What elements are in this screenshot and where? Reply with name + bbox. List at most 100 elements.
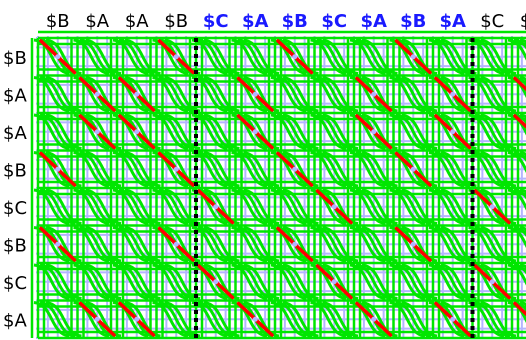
top-label: $A xyxy=(85,11,109,32)
green-curve xyxy=(355,263,392,300)
green-curve xyxy=(434,263,471,300)
red-diagonal-dot xyxy=(292,241,298,247)
green-curve xyxy=(316,113,353,150)
green-curve xyxy=(45,188,82,225)
green-curve xyxy=(203,263,240,300)
green-curve xyxy=(243,113,280,150)
green-curve xyxy=(270,263,307,300)
green-curve xyxy=(85,226,122,263)
green-curve xyxy=(468,263,505,300)
green-curve xyxy=(428,263,465,300)
green-curve xyxy=(158,76,195,113)
green-curve xyxy=(73,188,110,225)
green-curve xyxy=(237,263,274,300)
green-curve xyxy=(124,76,161,113)
green-curve xyxy=(118,263,155,300)
green-curve xyxy=(270,76,307,113)
green-curve xyxy=(355,38,392,75)
green-curve xyxy=(197,151,234,188)
green-curve xyxy=(434,151,471,188)
green-curve xyxy=(389,76,426,113)
green-curve xyxy=(276,188,313,225)
green-curve xyxy=(519,113,526,119)
green-curve xyxy=(322,113,359,150)
green-curve xyxy=(322,76,359,113)
green-curve xyxy=(124,38,161,75)
top-label: $C xyxy=(321,11,347,32)
green-curve xyxy=(243,188,280,225)
green-curve xyxy=(282,113,319,150)
green-curve xyxy=(45,38,82,75)
green-curve xyxy=(85,113,122,150)
green-curve xyxy=(480,151,517,188)
green-curve xyxy=(73,113,110,150)
green-curve xyxy=(310,263,347,300)
green-curve xyxy=(361,38,398,75)
green-curve xyxy=(73,301,110,338)
green-curve xyxy=(480,226,517,263)
green-curve xyxy=(191,226,228,263)
green-curve xyxy=(112,76,149,113)
green-curve xyxy=(519,38,526,44)
green-curve xyxy=(519,76,526,82)
red-diagonal-dot xyxy=(252,129,258,135)
green-curve xyxy=(316,301,353,338)
green-curve xyxy=(152,263,189,300)
green-curve xyxy=(33,188,70,225)
green-curve xyxy=(361,188,398,225)
green-curve xyxy=(79,263,116,300)
green-curve xyxy=(519,301,526,307)
top-label: $A xyxy=(361,11,388,32)
green-curve xyxy=(270,226,307,263)
green-curve xyxy=(45,263,82,300)
green-curve xyxy=(152,301,189,338)
green-curve xyxy=(389,226,426,263)
green-curve xyxy=(243,76,280,113)
green-curve xyxy=(243,226,280,263)
green-curve xyxy=(480,301,517,338)
red-diagonal-dot xyxy=(371,129,377,135)
green-curve xyxy=(468,226,505,263)
green-curve xyxy=(231,38,268,75)
green-curve xyxy=(231,263,268,300)
green-curve xyxy=(389,151,426,188)
green-curve xyxy=(310,188,347,225)
green-curve xyxy=(231,151,268,188)
green-curve xyxy=(276,263,313,300)
green-curve xyxy=(118,188,155,225)
green-curve xyxy=(282,226,319,263)
green-curve xyxy=(322,263,359,300)
green-curve xyxy=(203,301,240,338)
green-curve xyxy=(124,113,161,150)
red-diagonal-dot xyxy=(173,166,179,172)
green-curve xyxy=(33,151,70,188)
top-label: $B xyxy=(282,11,308,32)
green-curve xyxy=(440,113,477,150)
green-curve xyxy=(203,188,240,225)
green-curve xyxy=(112,188,149,225)
green-curve xyxy=(474,226,511,263)
green-curve xyxy=(158,113,195,150)
green-curve xyxy=(349,38,386,75)
green-curve xyxy=(513,76,526,88)
green-curve xyxy=(73,76,110,113)
green-curve xyxy=(361,263,398,300)
red-diagonal-dot xyxy=(331,204,337,210)
green-curve xyxy=(39,301,76,338)
top-label: $A xyxy=(440,11,467,32)
green-curve xyxy=(349,263,386,300)
red-diagonal-dot xyxy=(292,54,298,60)
red-diagonal-dot xyxy=(94,129,100,135)
green-curve xyxy=(152,76,189,113)
green-curve xyxy=(322,188,359,225)
red-diagonal-dot xyxy=(371,316,377,322)
green-curve xyxy=(434,188,471,225)
green-curve xyxy=(316,226,353,263)
green-curve xyxy=(355,151,392,188)
green-curve xyxy=(519,226,526,232)
red-diagonal-dot xyxy=(252,91,258,97)
left-sequence-labels: $B $A $A $B $C $B $C $A xyxy=(3,48,27,332)
green-curve xyxy=(243,301,280,338)
top-label: $B xyxy=(164,11,188,32)
red-diagonal-dot xyxy=(55,166,61,172)
